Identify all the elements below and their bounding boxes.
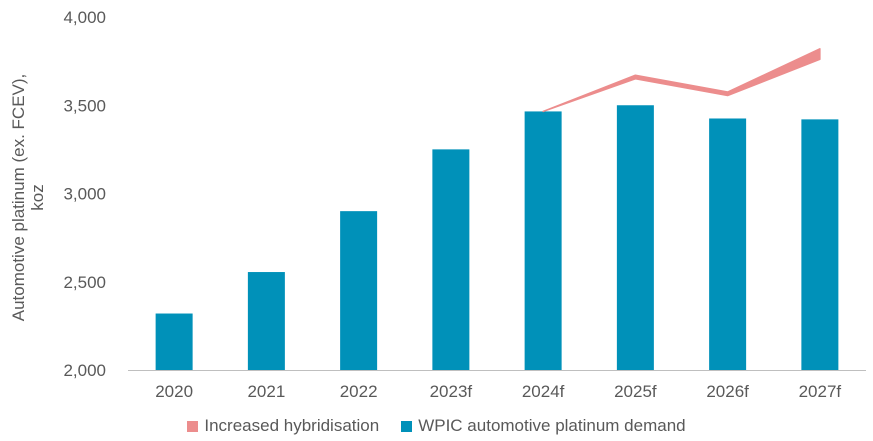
legend-label-hybridisation: Increased hybridisation [204,416,380,435]
legend-item-hybridisation: Increased hybridisation [187,415,379,437]
legend-label-demand: WPIC automotive platinum demand [418,416,686,435]
y-axis-title-line: koz [28,184,47,210]
y-tick-label: 3,000 [63,185,106,204]
y-axis-title-text: Automotive platinum (ex. FCEV),koz [9,74,47,322]
x-tick-label: 2026f [706,382,749,401]
bar [340,211,378,370]
y-tick-label: 2,500 [63,273,106,292]
bar [616,105,654,370]
bar [709,118,747,370]
y-tick-label: 3,500 [63,96,106,115]
legend-swatch-hybridisation [187,420,199,432]
legend-swatch-demand [401,420,413,432]
y-tick-label: 2,000 [63,361,106,380]
legend: Increased hybridisation WPIC automotive … [0,415,873,437]
x-tick-label: 2024f [522,382,565,401]
y-axis-title-line: Automotive platinum (ex. FCEV), [9,74,28,322]
x-axis-ticks: 2020 2021 2022 2023f 2024f 2025f 2026f 2027f [155,382,841,401]
bar [524,111,562,371]
hybridisation-band-area [542,48,821,113]
y-tick-label: 4,000 [63,8,106,27]
x-tick-label: 2027f [799,382,842,401]
bar [801,119,839,371]
y-axis-title: Automotive platinum (ex. FCEV),koz [9,74,47,322]
x-tick-label: 2025f [614,382,657,401]
x-tick-label: 2020 [155,382,193,401]
bar [247,272,285,370]
y-axis-ticks: 2,000 2,500 3,000 3,500 4,000 [63,8,106,380]
x-tick-label: 2022 [340,382,378,401]
bars [155,105,839,371]
x-tick-label: 2023f [430,382,473,401]
hybridisation-band [542,48,821,113]
bar [155,313,193,370]
x-tick-label: 2021 [247,382,285,401]
bar [432,149,470,370]
legend-item-demand: WPIC automotive platinum demand [401,415,686,437]
